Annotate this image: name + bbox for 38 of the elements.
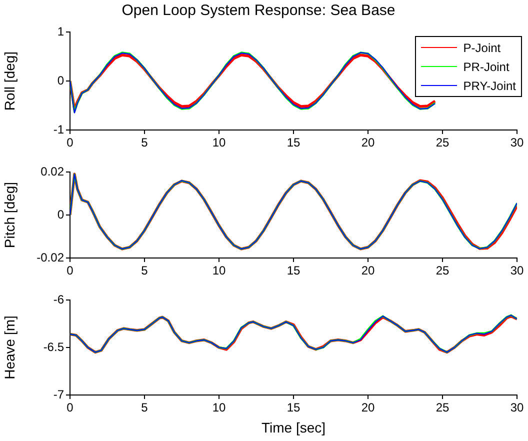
x-tick-label: 5 xyxy=(141,264,148,278)
x-tick-label: 30 xyxy=(510,400,524,415)
x-tick-label: 20 xyxy=(361,136,375,150)
y-tick-label: -6 xyxy=(53,292,64,306)
x-tick-label: 5 xyxy=(141,400,148,415)
y-tick-label: -1 xyxy=(53,122,64,136)
x-tick-label: 30 xyxy=(510,136,524,150)
x-tick-label: 20 xyxy=(361,400,375,415)
legend-label: PRY-Joint xyxy=(463,78,516,92)
y-tick-label: 0.02 xyxy=(40,164,64,178)
x-tick-label: 15 xyxy=(286,400,300,415)
x-tick-label: 15 xyxy=(286,264,300,278)
x-tick-label: 0 xyxy=(66,400,74,415)
y-axis-title: Pitch [deg] xyxy=(1,182,18,248)
y-tick-label: 1 xyxy=(57,24,64,38)
x-tick-label: 15 xyxy=(286,136,300,150)
y-axis-title: Heave [m] xyxy=(1,316,18,380)
y-tick-label: 0 xyxy=(57,73,64,88)
y-tick-label: -7 xyxy=(53,387,64,402)
x-axis-title: Time [sec] xyxy=(261,419,326,436)
x-tick-label: 10 xyxy=(212,264,226,278)
y-tick-label: -6.5 xyxy=(43,340,64,354)
x-tick-label: 25 xyxy=(436,136,450,150)
x-tick-label: 10 xyxy=(212,136,226,150)
x-tick-label: 25 xyxy=(436,264,450,278)
legend-label: PR-Joint xyxy=(463,60,510,74)
x-tick-label: 10 xyxy=(212,400,226,415)
x-tick-label: 5 xyxy=(141,136,148,150)
legend-label: P-Joint xyxy=(463,40,501,54)
chart-title: Open Loop System Response: Sea Base xyxy=(122,2,396,20)
x-tick-label: 30 xyxy=(510,264,524,278)
y-axis-title: Roll [deg] xyxy=(1,51,18,111)
x-tick-label: 20 xyxy=(361,264,375,278)
x-tick-label: 0 xyxy=(66,264,74,278)
y-tick-label: -0.02 xyxy=(36,250,64,264)
y-tick-label: 0 xyxy=(57,207,64,222)
x-tick-label: 0 xyxy=(66,136,74,150)
x-tick-label: 25 xyxy=(436,400,450,415)
